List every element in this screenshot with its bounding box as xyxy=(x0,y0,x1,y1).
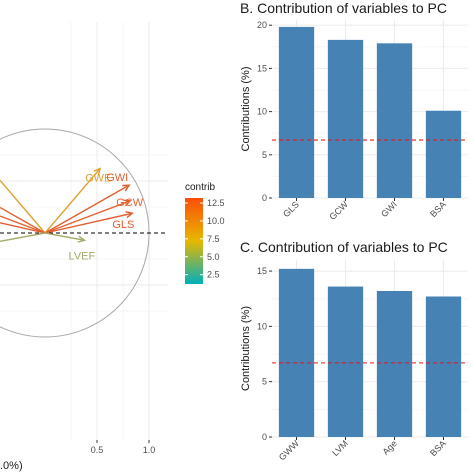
bar-gwi xyxy=(376,43,413,199)
arrow-label: GWI xyxy=(106,172,128,184)
bar-lvm xyxy=(327,286,364,437)
arrow-shaft-tail xyxy=(0,222,46,234)
x-tick-label: Age xyxy=(381,438,399,456)
bar-gww xyxy=(278,268,315,437)
arrow-shaft xyxy=(44,212,133,234)
arrow-shaft xyxy=(44,200,131,234)
y-tick-label: 10 xyxy=(257,321,267,331)
arrow-label: GCW xyxy=(116,197,144,209)
arrow-gcw: GCW xyxy=(0,197,144,234)
x-tick-label: GCW xyxy=(327,199,350,222)
x-tick-label: GWW xyxy=(277,438,301,462)
arrow-head xyxy=(122,184,131,192)
y-tick-label: 0 xyxy=(262,193,267,203)
arrow-gwe: GWE xyxy=(0,167,111,234)
arrow-shaft xyxy=(44,232,85,241)
x-tick-label: BSA xyxy=(428,199,448,219)
arrow-shaft xyxy=(44,168,101,234)
arrow-shaft xyxy=(44,184,130,234)
y-tick-label: 5 xyxy=(262,150,267,160)
arrow-lvef: LVEF xyxy=(0,232,96,262)
legend-tick-label: 7.5 xyxy=(207,234,220,244)
y-tick-label: 15 xyxy=(257,63,267,73)
y-axis-label: Contributions (%) xyxy=(240,306,252,391)
panel-a-x-ticks: 0.5 1.0 xyxy=(91,440,156,455)
arrow-label: GWE xyxy=(85,173,111,185)
y-tick-label: 20 xyxy=(257,20,267,30)
legend-tick-label: 12.5 xyxy=(207,198,225,208)
x-tick-label: GLS xyxy=(281,199,301,219)
x-tick-label: GWI xyxy=(379,199,399,219)
y-tick-label: 15 xyxy=(257,266,267,276)
x-tick-label: 0.5 xyxy=(91,445,104,455)
y-tick-label: 5 xyxy=(262,377,267,387)
legend-ticks: 12.5 10.0 7.5 5.0 2.5 xyxy=(185,198,225,280)
arrow-head xyxy=(125,210,134,219)
bar-bsa xyxy=(425,110,462,198)
arrow-label: LVEF xyxy=(69,250,96,262)
legend-tick-label: 10.0 xyxy=(207,216,225,226)
x-tick-label: BSA xyxy=(428,438,448,458)
y-tick-label: 10 xyxy=(257,107,267,117)
legend-tick-label: 2.5 xyxy=(207,270,220,280)
bar-gls xyxy=(278,26,315,198)
arrow-shaft-tail xyxy=(0,179,46,234)
arrow-head xyxy=(123,199,132,207)
arrow-gls: GLS xyxy=(0,210,134,234)
legend-gradient-bar xyxy=(185,198,203,284)
bar-bsa xyxy=(425,296,462,437)
y-tick-label: 0 xyxy=(262,432,267,442)
chart-title: C. Contribution of variables to PC xyxy=(240,239,448,255)
arrow-shaft-tail xyxy=(0,232,46,242)
arrow-head xyxy=(93,167,102,176)
legend-title: contrib xyxy=(185,182,215,193)
arrow-head xyxy=(77,235,87,243)
legend-tick-label: 5.0 xyxy=(207,252,220,262)
arrow-gwi: GWI xyxy=(0,172,131,234)
arrow-label: GLS xyxy=(112,219,134,231)
arrow-shaft-tail xyxy=(0,206,46,234)
bar-age xyxy=(376,290,413,437)
chart-title: B. Contribution of variables to PC xyxy=(240,0,447,16)
bar-chart-b: B. Contribution of variables to PC GLS GCW… xyxy=(240,0,468,222)
bar-gcw xyxy=(327,39,364,199)
arrow-shaft-tail xyxy=(0,215,46,234)
contrib-legend: contrib 12.5 10.0 7.5 5.0 2.5 xyxy=(185,182,225,284)
panel-a-grid xyxy=(0,22,168,440)
x-tick-label: 1.0 xyxy=(143,445,156,455)
panel-a-x-label: .0%) xyxy=(0,460,23,472)
x-tick-label: LVM xyxy=(330,438,350,458)
panel-a-background xyxy=(0,22,168,440)
bar-chart-c: C. Contribution of variables to PC GWW LVM… xyxy=(240,239,468,462)
y-axis-label: Contributions (%) xyxy=(240,67,252,152)
